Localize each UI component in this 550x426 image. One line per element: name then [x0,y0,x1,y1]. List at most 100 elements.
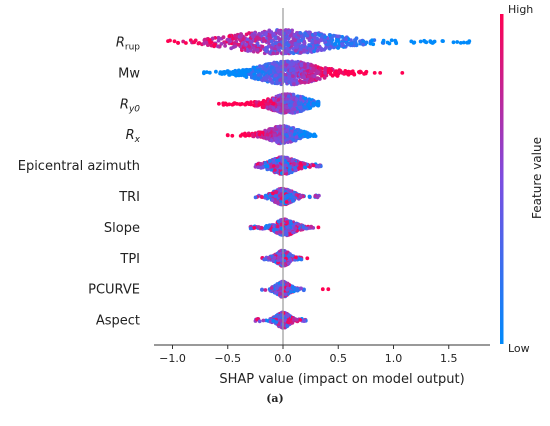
swarm-dot [346,42,350,47]
swarm-dot [307,30,311,35]
swarm-dot [234,37,238,41]
swarm-dot [359,70,363,74]
swarm-dot [296,101,301,105]
swarm-dot [370,38,374,43]
swarm-dot [276,200,280,205]
swarm-dot [317,33,321,37]
swarm-dot [283,50,288,55]
swarm-dot [308,106,313,110]
swarm-dot [166,39,170,43]
swarm-dot [265,164,270,169]
swarm-dot [271,318,276,323]
swarm-dot [279,61,284,66]
swarm-dot [284,200,289,204]
swarm-dot [234,73,238,78]
swarm-dot [299,80,304,85]
swarm-dot [247,133,252,138]
swarm-dot [337,70,342,74]
swarm-dot [333,42,337,47]
swarm-dot [310,39,314,44]
swarm-dot [302,162,307,166]
swarm-dot [289,50,294,55]
swarm-dot [251,76,256,80]
swarm-dot [264,32,268,37]
swarm-dot [278,78,282,82]
swarm-dot [260,44,265,49]
swarm-dot [387,41,392,46]
swarm-dot [238,102,243,107]
feature-label: TPI [119,252,140,267]
swarm-dot [269,65,274,69]
swarm-dot [196,41,201,46]
swarm-dot [311,103,316,108]
swarm-dot [282,92,287,97]
swarm-dot [261,318,266,323]
swarm-dot [299,286,303,291]
swarm-dot [372,71,377,75]
swarm-dot [272,227,276,232]
swarm-dot [428,39,433,44]
swarm-dot [467,39,472,43]
swarm-dot [251,49,256,54]
swarm-dot [225,69,230,74]
swarm-dot [256,225,261,229]
swarm-dot [263,226,268,231]
swarm-dot [274,127,278,132]
swarm-dot [216,35,221,40]
swarm-dot [232,101,237,105]
swarm-dot [273,168,277,172]
swarm-dot [212,43,217,48]
swarm-dot [260,30,265,35]
x-tick-label: −1.0 [159,352,186,365]
figure-caption: (a) [266,392,284,405]
swarm-dot [236,42,241,47]
swarm-dot [329,37,333,42]
swarm-dot [313,31,318,36]
swarm-dot [238,70,243,75]
swarm-dot [263,161,268,165]
swarm-dot [286,80,291,84]
swarm-dot [288,170,293,174]
swarm-dot [287,75,292,79]
swarm-dot [298,50,303,55]
swarm-dot [286,36,291,41]
swarm-dot [233,44,237,49]
swarm-dot [283,292,288,297]
swarm-dot [285,288,290,292]
swarm-dot [275,51,280,55]
swarm-dot [424,40,429,45]
swarm-dot [315,76,319,81]
swarm-dot [303,96,307,101]
swarm-dot [289,40,294,44]
swarm-dot [246,49,250,53]
swarm-dot [313,64,318,68]
swarm-dot [249,100,253,105]
swarm-dot [272,255,277,260]
swarm-dot [271,32,276,36]
swarm-dot [294,317,299,322]
swarm-dot [275,81,280,85]
swarm-dot [288,219,293,224]
colorbar-low-label: Low [508,342,530,355]
swarm-dot [378,71,383,75]
swarm-dot [301,48,306,53]
swarm-dot [307,46,312,51]
swarm-dot [361,42,366,47]
swarm-dot [310,63,315,68]
swarm-dot [214,69,218,74]
swarm-dot [267,159,272,164]
swarm-dot [263,77,268,82]
swarm-dot [264,74,269,79]
swarm-dot [276,98,281,102]
swarm-dot [262,135,266,140]
swarm-dot [285,46,290,51]
swarm-dot [184,41,188,45]
swarm-dot [295,94,300,99]
swarm-dot [323,35,327,39]
swarm-dot [283,169,287,173]
swarm-dot [316,40,321,45]
swarm-dot [308,69,313,74]
swarm-dot [316,70,321,74]
swarm-dot [231,70,236,74]
